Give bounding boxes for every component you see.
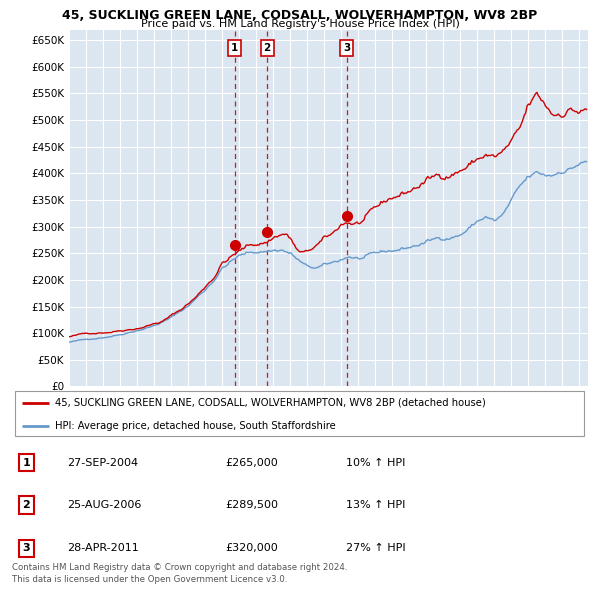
- Text: 2: 2: [23, 500, 30, 510]
- Text: 10% ↑ HPI: 10% ↑ HPI: [346, 458, 406, 467]
- Text: 2: 2: [263, 43, 271, 53]
- Text: 1: 1: [23, 458, 30, 467]
- Text: This data is licensed under the Open Government Licence v3.0.: This data is licensed under the Open Gov…: [12, 575, 287, 584]
- Text: Contains HM Land Registry data © Crown copyright and database right 2024.: Contains HM Land Registry data © Crown c…: [12, 563, 347, 572]
- Text: £265,000: £265,000: [225, 458, 278, 467]
- FancyBboxPatch shape: [15, 391, 584, 436]
- Text: 13% ↑ HPI: 13% ↑ HPI: [346, 500, 406, 510]
- Text: 27% ↑ HPI: 27% ↑ HPI: [346, 543, 406, 553]
- Text: £320,000: £320,000: [225, 543, 278, 553]
- Text: HPI: Average price, detached house, South Staffordshire: HPI: Average price, detached house, Sout…: [55, 421, 336, 431]
- Text: 27-SEP-2004: 27-SEP-2004: [67, 458, 138, 467]
- Text: 25-AUG-2006: 25-AUG-2006: [67, 500, 141, 510]
- Text: 3: 3: [343, 43, 350, 53]
- Text: £289,500: £289,500: [225, 500, 278, 510]
- Text: 28-APR-2011: 28-APR-2011: [67, 543, 139, 553]
- Text: Price paid vs. HM Land Registry's House Price Index (HPI): Price paid vs. HM Land Registry's House …: [140, 19, 460, 30]
- Text: 1: 1: [231, 43, 238, 53]
- Text: 45, SUCKLING GREEN LANE, CODSALL, WOLVERHAMPTON, WV8 2BP (detached house): 45, SUCKLING GREEN LANE, CODSALL, WOLVER…: [55, 398, 486, 408]
- Text: 45, SUCKLING GREEN LANE, CODSALL, WOLVERHAMPTON, WV8 2BP: 45, SUCKLING GREEN LANE, CODSALL, WOLVER…: [62, 9, 538, 22]
- Text: 3: 3: [23, 543, 30, 553]
